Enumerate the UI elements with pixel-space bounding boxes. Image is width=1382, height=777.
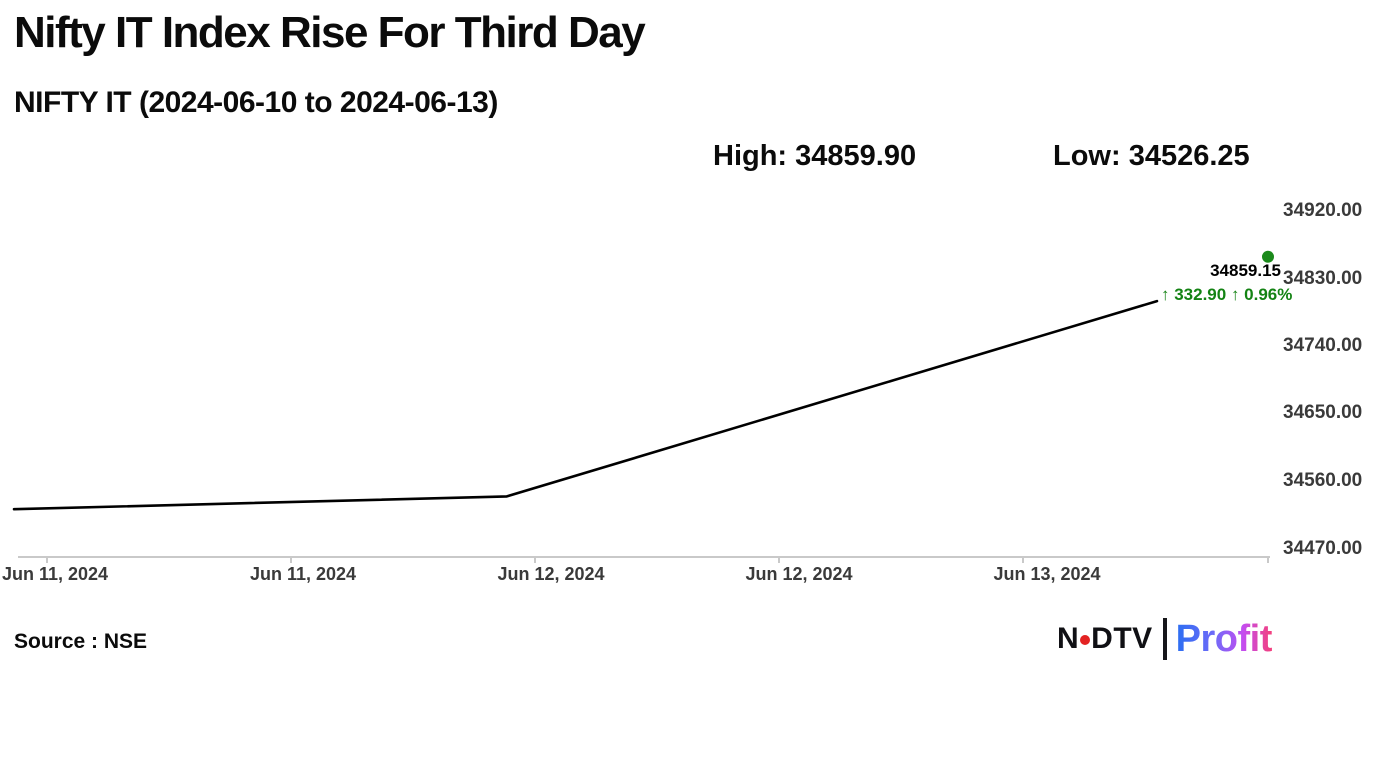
y-tick-label: 34650.00 bbox=[1283, 402, 1363, 423]
y-tick-label: 34830.00 bbox=[1283, 268, 1363, 289]
logo-divider-bar bbox=[1162, 618, 1167, 660]
last-price-dot-icon bbox=[1262, 250, 1274, 263]
last-price-annotation: 34859.15 bbox=[1210, 261, 1281, 280]
high-value-label: High: 34859.90 bbox=[713, 140, 917, 172]
source-attribution: Source : NSE bbox=[14, 630, 148, 653]
ndtv-letters-dtv: DTV bbox=[1091, 622, 1153, 655]
x-tick-label: Jun 11, 2024 bbox=[1, 564, 109, 584]
profit-wordmark: Profit bbox=[1175, 617, 1273, 660]
x-tick-label: Jun 12, 2024 bbox=[497, 564, 605, 584]
x-tick-label: Jun 13, 2024 bbox=[993, 564, 1101, 584]
ndtv-profit-logo: N DTV Profit bbox=[1057, 615, 1272, 663]
page-title: Nifty IT Index Rise For Third Day bbox=[14, 8, 646, 57]
y-tick-label: 34740.00 bbox=[1283, 335, 1363, 356]
y-tick-label: 34560.00 bbox=[1283, 470, 1363, 491]
ndtv-wordmark: N DTV bbox=[1057, 622, 1153, 656]
y-tick-label: 34920.00 bbox=[1283, 200, 1363, 221]
x-tick-label: Jun 11, 2024 bbox=[249, 564, 357, 584]
low-value-label: Low: 34526.25 bbox=[1053, 140, 1250, 172]
ndtv-letter-n: N bbox=[1057, 622, 1080, 655]
price-change-annotation: ↑ 332.90 ↑ 0.96% bbox=[1161, 285, 1293, 304]
y-tick-label: 34470.00 bbox=[1283, 538, 1363, 559]
x-tick-label: Jun 12, 2024 bbox=[745, 564, 853, 584]
chart-subtitle: NIFTY IT (2024-06-10 to 2024-06-13) bbox=[14, 86, 498, 119]
ndtv-red-dot-icon bbox=[1080, 635, 1091, 645]
price-line bbox=[12, 299, 1159, 511]
